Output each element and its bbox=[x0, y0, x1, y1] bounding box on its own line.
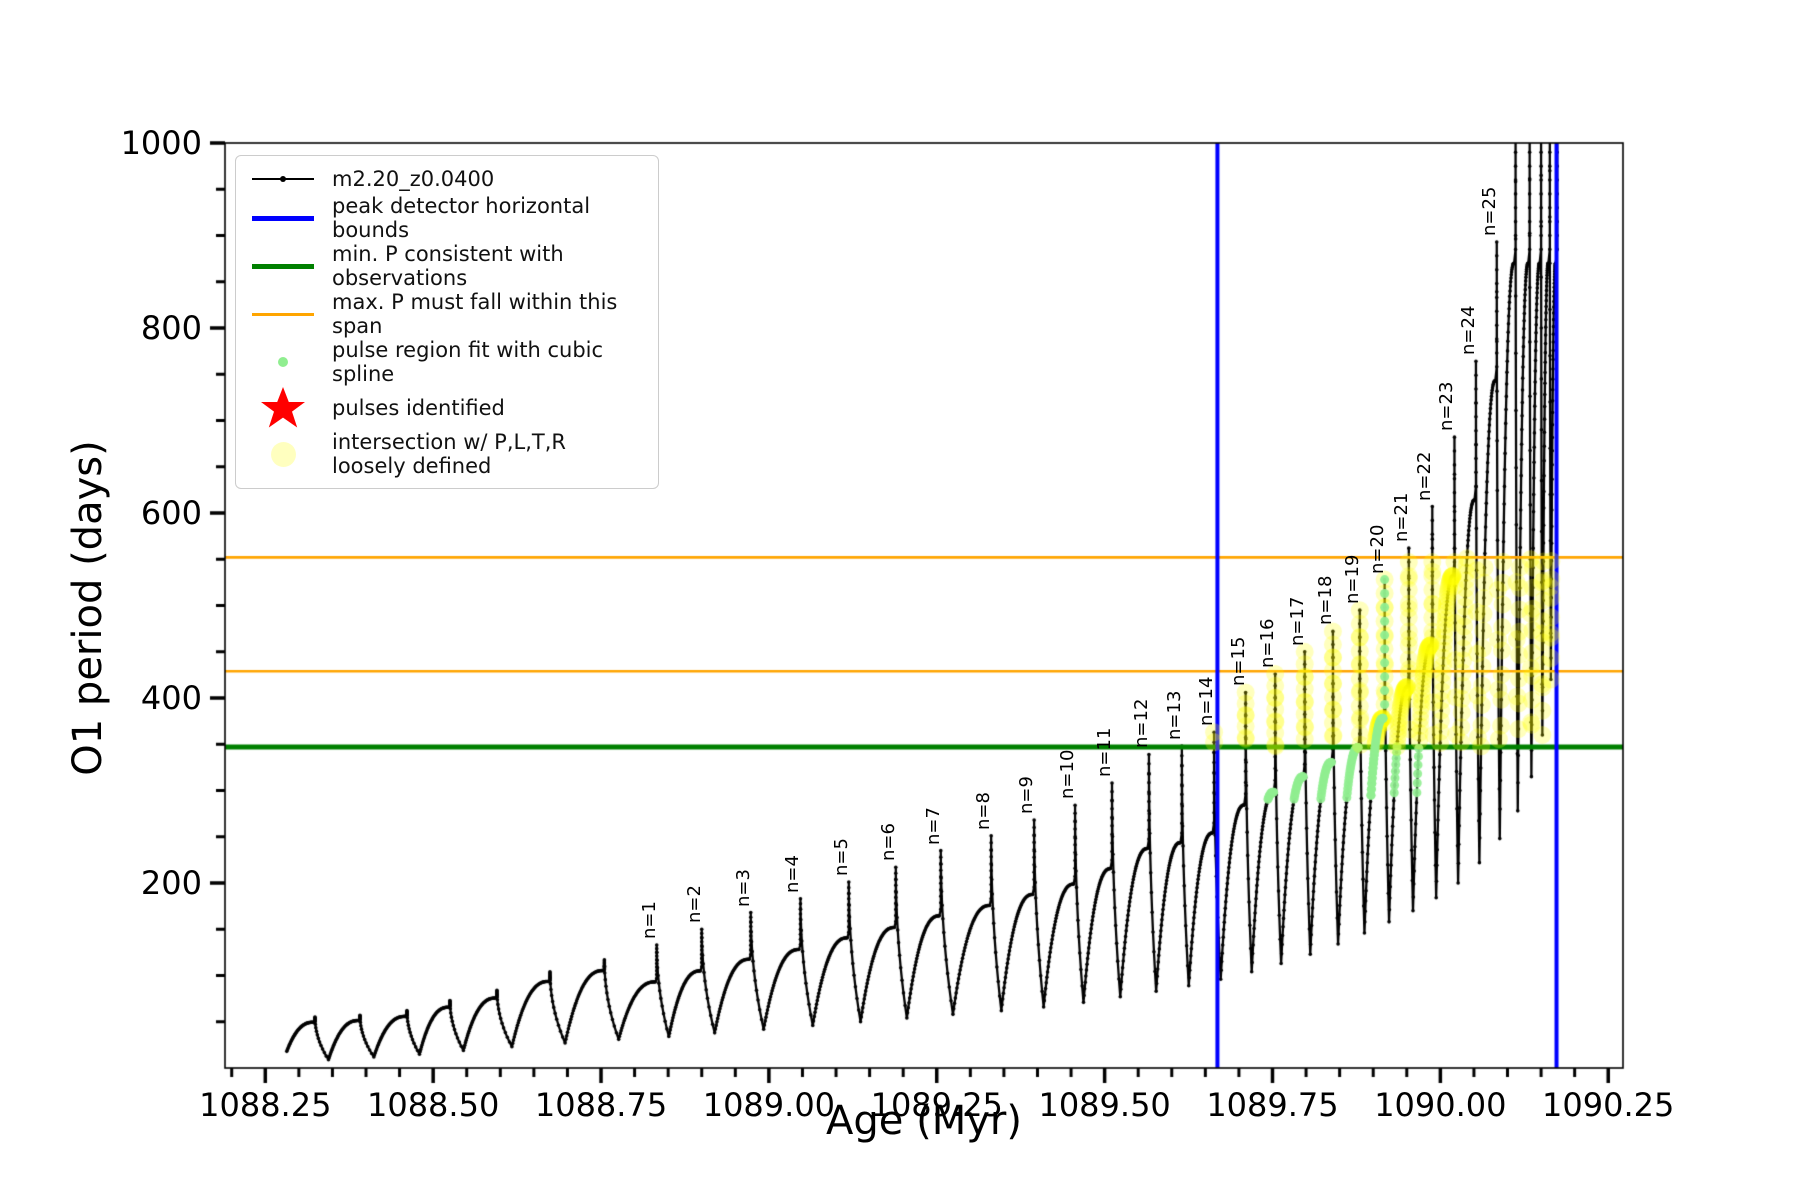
x-tick-label: 1089.25 bbox=[870, 1086, 1003, 1124]
legend-item-max-p: max. P must fall within this span bbox=[246, 290, 646, 338]
pulse-label: n=7 bbox=[922, 806, 944, 845]
pulse-label: n=24 bbox=[1457, 305, 1479, 356]
x-axis-title: Age (Myr) bbox=[826, 1098, 1022, 1144]
red-star-icon bbox=[246, 386, 320, 430]
legend-item-pulses: pulses identified bbox=[246, 386, 646, 430]
pulse-label: n=23 bbox=[1436, 381, 1458, 432]
green-dot-icon bbox=[246, 357, 320, 367]
y-tick-label: 200 bbox=[140, 864, 202, 902]
legend-item-spline: pulse region fit with cubic spline bbox=[246, 338, 646, 386]
pulse-label: n=17 bbox=[1286, 596, 1308, 646]
blue-line-icon bbox=[246, 215, 320, 221]
pulse-label: n=13 bbox=[1163, 690, 1185, 741]
pulse-label: n=1 bbox=[638, 901, 660, 939]
yellow-dot-icon bbox=[246, 441, 320, 467]
legend-label: min. P consistent with observations bbox=[332, 242, 564, 290]
x-tick-label: 1088.75 bbox=[534, 1086, 668, 1124]
legend-label: peak detector horizontal bounds bbox=[332, 194, 591, 242]
x-tick-label: 1088.25 bbox=[199, 1086, 332, 1124]
y-tick-label: 800 bbox=[140, 309, 202, 347]
y-tick-label: 600 bbox=[140, 494, 202, 532]
x-tick-label: 1089.00 bbox=[702, 1086, 836, 1124]
pulse-label: n=19 bbox=[1341, 554, 1363, 605]
x-tick-label: 1090.25 bbox=[1542, 1086, 1675, 1124]
pulse-label: n=11 bbox=[1094, 727, 1115, 778]
pulse-label: n=14 bbox=[1196, 676, 1218, 727]
x-tick-label: 1090.00 bbox=[1374, 1086, 1507, 1124]
pulse-label: n=22 bbox=[1414, 451, 1436, 501]
pulse-label: n=15 bbox=[1227, 637, 1249, 687]
pulse-label: n=12 bbox=[1130, 699, 1152, 749]
legend-label: pulses identified bbox=[332, 396, 505, 420]
legend-label: intersection w/ P,L,T,R loosely defined bbox=[332, 430, 566, 478]
y-tick-label: 400 bbox=[140, 679, 202, 717]
pulse-label: n=20 bbox=[1366, 524, 1388, 574]
pulse-label: n=5 bbox=[830, 838, 852, 877]
pulse-label: n=3 bbox=[732, 868, 754, 907]
legend-item-intersection: intersection w/ P,L,T,R loosely defined bbox=[246, 430, 646, 478]
pulse-label: n=6 bbox=[877, 823, 899, 862]
legend-item-peak-bounds: peak detector horizontal bounds bbox=[246, 194, 646, 242]
x-tick-label: 1089.50 bbox=[1038, 1086, 1171, 1124]
legend[interactable]: m2.20_z0.0400 peak detector horizontal b… bbox=[235, 155, 659, 489]
pulse-label: n=25 bbox=[1478, 186, 1500, 236]
x-tick-label: 1089.75 bbox=[1206, 1086, 1339, 1124]
legend-label: max. P must fall within this span bbox=[332, 290, 618, 338]
pulse-label: n=21 bbox=[1390, 492, 1412, 543]
x-tick-label: 1088.50 bbox=[366, 1086, 500, 1124]
y-axis-title: O1 period (days) bbox=[65, 440, 111, 776]
series-line-icon bbox=[246, 176, 320, 182]
pulse-label: n=8 bbox=[973, 791, 995, 830]
green-line-icon bbox=[246, 263, 320, 269]
pulse-label: n=2 bbox=[683, 885, 705, 924]
legend-label: m2.20_z0.0400 bbox=[332, 167, 495, 191]
y-tick-label: 1000 bbox=[120, 124, 202, 162]
pulse-label: n=18 bbox=[1314, 575, 1336, 626]
legend-item-min-p: min. P consistent with observations bbox=[246, 242, 646, 290]
legend-label: pulse region fit with cubic spline bbox=[332, 338, 604, 386]
pulse-label: n=10 bbox=[1057, 749, 1079, 800]
orange-line-icon bbox=[246, 312, 320, 316]
pulse-label: n=9 bbox=[1016, 776, 1038, 815]
legend-item-series: m2.20_z0.0400 bbox=[246, 164, 646, 194]
pulse-label: n=4 bbox=[782, 854, 804, 893]
pulse-label: n=16 bbox=[1257, 618, 1279, 668]
